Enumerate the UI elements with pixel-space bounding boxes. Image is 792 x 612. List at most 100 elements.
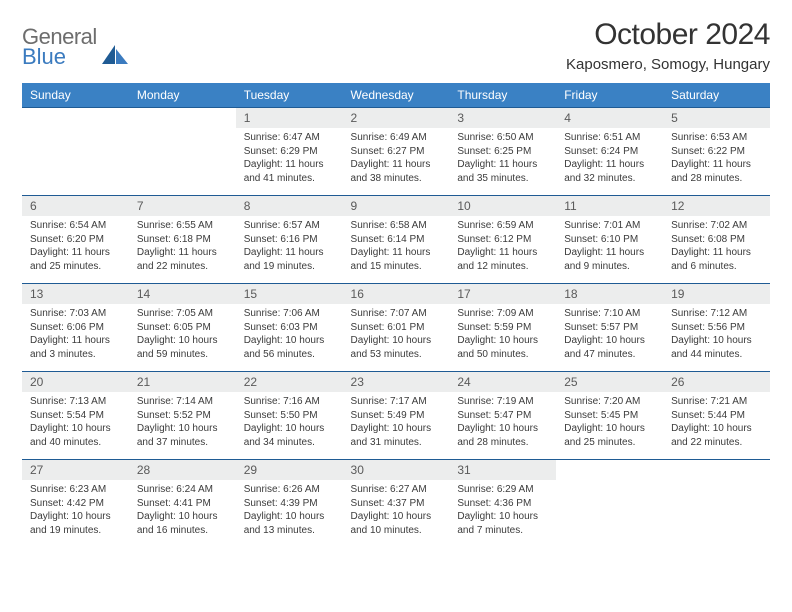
day-info: Sunrise: 6:54 AMSunset: 6:20 PMDaylight:… xyxy=(22,216,129,279)
calendar-body: 1Sunrise: 6:47 AMSunset: 6:29 PMDaylight… xyxy=(22,108,770,548)
day-number: 11 xyxy=(556,196,663,216)
daylight-text: Daylight: 11 hours and 35 minutes. xyxy=(457,158,548,185)
sunset-text: Sunset: 6:22 PM xyxy=(671,145,762,159)
weekday-header: Friday xyxy=(556,83,663,108)
day-info: Sunrise: 7:16 AMSunset: 5:50 PMDaylight:… xyxy=(236,392,343,455)
day-number: 3 xyxy=(449,108,556,128)
day-cell: 7Sunrise: 6:55 AMSunset: 6:18 PMDaylight… xyxy=(129,196,236,284)
sail-icon xyxy=(101,43,129,70)
day-info: Sunrise: 7:09 AMSunset: 5:59 PMDaylight:… xyxy=(449,304,556,367)
day-number: 9 xyxy=(343,196,450,216)
day-cell: 13Sunrise: 7:03 AMSunset: 6:06 PMDayligh… xyxy=(22,284,129,372)
daylight-text: Daylight: 10 hours and 53 minutes. xyxy=(351,334,442,361)
day-cell: 27Sunrise: 6:23 AMSunset: 4:42 PMDayligh… xyxy=(22,460,129,548)
day-number: 5 xyxy=(663,108,770,128)
day-number: 13 xyxy=(22,284,129,304)
day-cell: 10Sunrise: 6:59 AMSunset: 6:12 PMDayligh… xyxy=(449,196,556,284)
sunrise-text: Sunrise: 7:03 AM xyxy=(30,307,121,321)
sunset-text: Sunset: 5:47 PM xyxy=(457,409,548,423)
sunrise-text: Sunrise: 6:54 AM xyxy=(30,219,121,233)
sunrise-text: Sunrise: 7:01 AM xyxy=(564,219,655,233)
sunrise-text: Sunrise: 7:09 AM xyxy=(457,307,548,321)
daylight-text: Daylight: 10 hours and 10 minutes. xyxy=(351,510,442,537)
empty-cell xyxy=(22,108,129,196)
sunset-text: Sunset: 6:10 PM xyxy=(564,233,655,247)
brand-text: General Blue xyxy=(22,24,97,70)
day-info: Sunrise: 7:13 AMSunset: 5:54 PMDaylight:… xyxy=(22,392,129,455)
day-cell: 2Sunrise: 6:49 AMSunset: 6:27 PMDaylight… xyxy=(343,108,450,196)
sunset-text: Sunset: 6:29 PM xyxy=(244,145,335,159)
day-cell: 5Sunrise: 6:53 AMSunset: 6:22 PMDaylight… xyxy=(663,108,770,196)
day-cell: 1Sunrise: 6:47 AMSunset: 6:29 PMDaylight… xyxy=(236,108,343,196)
sunset-text: Sunset: 5:56 PM xyxy=(671,321,762,335)
day-cell: 18Sunrise: 7:10 AMSunset: 5:57 PMDayligh… xyxy=(556,284,663,372)
day-cell: 28Sunrise: 6:24 AMSunset: 4:41 PMDayligh… xyxy=(129,460,236,548)
sunset-text: Sunset: 6:16 PM xyxy=(244,233,335,247)
day-number: 22 xyxy=(236,372,343,392)
sunset-text: Sunset: 4:39 PM xyxy=(244,497,335,511)
daylight-text: Daylight: 10 hours and 40 minutes. xyxy=(30,422,121,449)
sunrise-text: Sunrise: 7:19 AM xyxy=(457,395,548,409)
weekday-header: Wednesday xyxy=(343,83,450,108)
sunrise-text: Sunrise: 7:02 AM xyxy=(671,219,762,233)
sunrise-text: Sunrise: 6:29 AM xyxy=(457,483,548,497)
sunrise-text: Sunrise: 6:55 AM xyxy=(137,219,228,233)
day-number: 10 xyxy=(449,196,556,216)
day-info: Sunrise: 7:03 AMSunset: 6:06 PMDaylight:… xyxy=(22,304,129,367)
day-info: Sunrise: 6:53 AMSunset: 6:22 PMDaylight:… xyxy=(663,128,770,191)
day-cell: 9Sunrise: 6:58 AMSunset: 6:14 PMDaylight… xyxy=(343,196,450,284)
sunset-text: Sunset: 6:20 PM xyxy=(30,233,121,247)
day-info: Sunrise: 7:20 AMSunset: 5:45 PMDaylight:… xyxy=(556,392,663,455)
sunrise-text: Sunrise: 7:13 AM xyxy=(30,395,121,409)
day-info: Sunrise: 6:55 AMSunset: 6:18 PMDaylight:… xyxy=(129,216,236,279)
day-info: Sunrise: 6:59 AMSunset: 6:12 PMDaylight:… xyxy=(449,216,556,279)
day-cell: 31Sunrise: 6:29 AMSunset: 4:36 PMDayligh… xyxy=(449,460,556,548)
daylight-text: Daylight: 10 hours and 19 minutes. xyxy=(30,510,121,537)
sunset-text: Sunset: 6:01 PM xyxy=(351,321,442,335)
sunset-text: Sunset: 6:05 PM xyxy=(137,321,228,335)
day-info: Sunrise: 6:23 AMSunset: 4:42 PMDaylight:… xyxy=(22,480,129,543)
daylight-text: Daylight: 10 hours and 44 minutes. xyxy=(671,334,762,361)
daylight-text: Daylight: 10 hours and 13 minutes. xyxy=(244,510,335,537)
day-number: 29 xyxy=(236,460,343,480)
daylight-text: Daylight: 10 hours and 22 minutes. xyxy=(671,422,762,449)
daylight-text: Daylight: 11 hours and 38 minutes. xyxy=(351,158,442,185)
daylight-text: Daylight: 11 hours and 6 minutes. xyxy=(671,246,762,273)
daylight-text: Daylight: 10 hours and 7 minutes. xyxy=(457,510,548,537)
day-info: Sunrise: 6:58 AMSunset: 6:14 PMDaylight:… xyxy=(343,216,450,279)
day-cell: 23Sunrise: 7:17 AMSunset: 5:49 PMDayligh… xyxy=(343,372,450,460)
day-info: Sunrise: 7:06 AMSunset: 6:03 PMDaylight:… xyxy=(236,304,343,367)
day-info: Sunrise: 7:12 AMSunset: 5:56 PMDaylight:… xyxy=(663,304,770,367)
day-cell: 11Sunrise: 7:01 AMSunset: 6:10 PMDayligh… xyxy=(556,196,663,284)
day-info: Sunrise: 6:26 AMSunset: 4:39 PMDaylight:… xyxy=(236,480,343,543)
day-info: Sunrise: 6:51 AMSunset: 6:24 PMDaylight:… xyxy=(556,128,663,191)
day-info: Sunrise: 7:01 AMSunset: 6:10 PMDaylight:… xyxy=(556,216,663,279)
month-title: October 2024 xyxy=(566,18,770,52)
sunset-text: Sunset: 6:12 PM xyxy=(457,233,548,247)
weekday-header: Tuesday xyxy=(236,83,343,108)
day-cell: 19Sunrise: 7:12 AMSunset: 5:56 PMDayligh… xyxy=(663,284,770,372)
sunset-text: Sunset: 5:45 PM xyxy=(564,409,655,423)
sunset-text: Sunset: 6:14 PM xyxy=(351,233,442,247)
day-number: 18 xyxy=(556,284,663,304)
day-number: 1 xyxy=(236,108,343,128)
sunset-text: Sunset: 5:57 PM xyxy=(564,321,655,335)
sunrise-text: Sunrise: 6:53 AM xyxy=(671,131,762,145)
sunrise-text: Sunrise: 6:51 AM xyxy=(564,131,655,145)
day-info: Sunrise: 6:57 AMSunset: 6:16 PMDaylight:… xyxy=(236,216,343,279)
daylight-text: Daylight: 11 hours and 25 minutes. xyxy=(30,246,121,273)
empty-cell xyxy=(556,460,663,548)
sunrise-text: Sunrise: 7:14 AM xyxy=(137,395,228,409)
sunrise-text: Sunrise: 7:07 AM xyxy=(351,307,442,321)
day-number: 27 xyxy=(22,460,129,480)
daylight-text: Daylight: 11 hours and 15 minutes. xyxy=(351,246,442,273)
day-info: Sunrise: 7:02 AMSunset: 6:08 PMDaylight:… xyxy=(663,216,770,279)
daylight-text: Daylight: 10 hours and 25 minutes. xyxy=(564,422,655,449)
day-info: Sunrise: 6:24 AMSunset: 4:41 PMDaylight:… xyxy=(129,480,236,543)
day-cell: 30Sunrise: 6:27 AMSunset: 4:37 PMDayligh… xyxy=(343,460,450,548)
sunrise-text: Sunrise: 6:27 AM xyxy=(351,483,442,497)
day-cell: 14Sunrise: 7:05 AMSunset: 6:05 PMDayligh… xyxy=(129,284,236,372)
day-cell: 29Sunrise: 6:26 AMSunset: 4:39 PMDayligh… xyxy=(236,460,343,548)
sunset-text: Sunset: 4:37 PM xyxy=(351,497,442,511)
sunset-text: Sunset: 6:25 PM xyxy=(457,145,548,159)
